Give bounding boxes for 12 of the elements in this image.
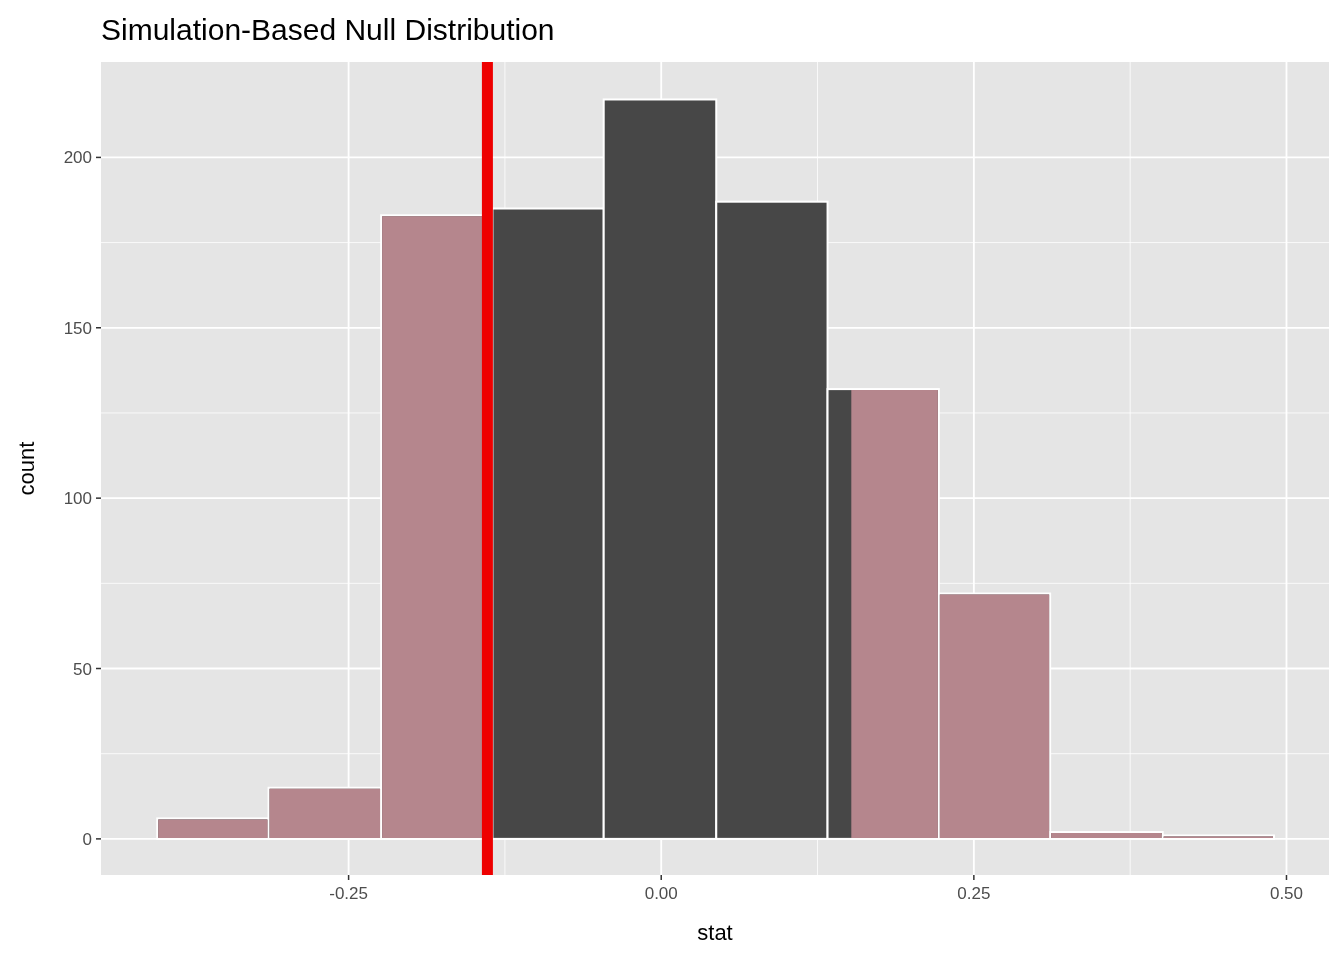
- y-axis-title: count: [14, 441, 39, 496]
- x-axis-title: stat: [697, 920, 733, 945]
- y-tick-label: 50: [73, 659, 92, 679]
- x-tick-label: 0.00: [644, 884, 678, 903]
- y-tick-label: 150: [63, 318, 92, 338]
- x-tick-label: 0.25: [957, 884, 991, 903]
- y-tick-label: 100: [63, 489, 92, 509]
- y-tick-label: 0: [82, 829, 92, 849]
- chart-title: Simulation-Based Null Distribution: [101, 13, 555, 46]
- y-tick-label: 200: [63, 148, 92, 168]
- x-tick-label: 0.50: [1269, 884, 1304, 903]
- x-tick-label: -0.25: [329, 884, 368, 903]
